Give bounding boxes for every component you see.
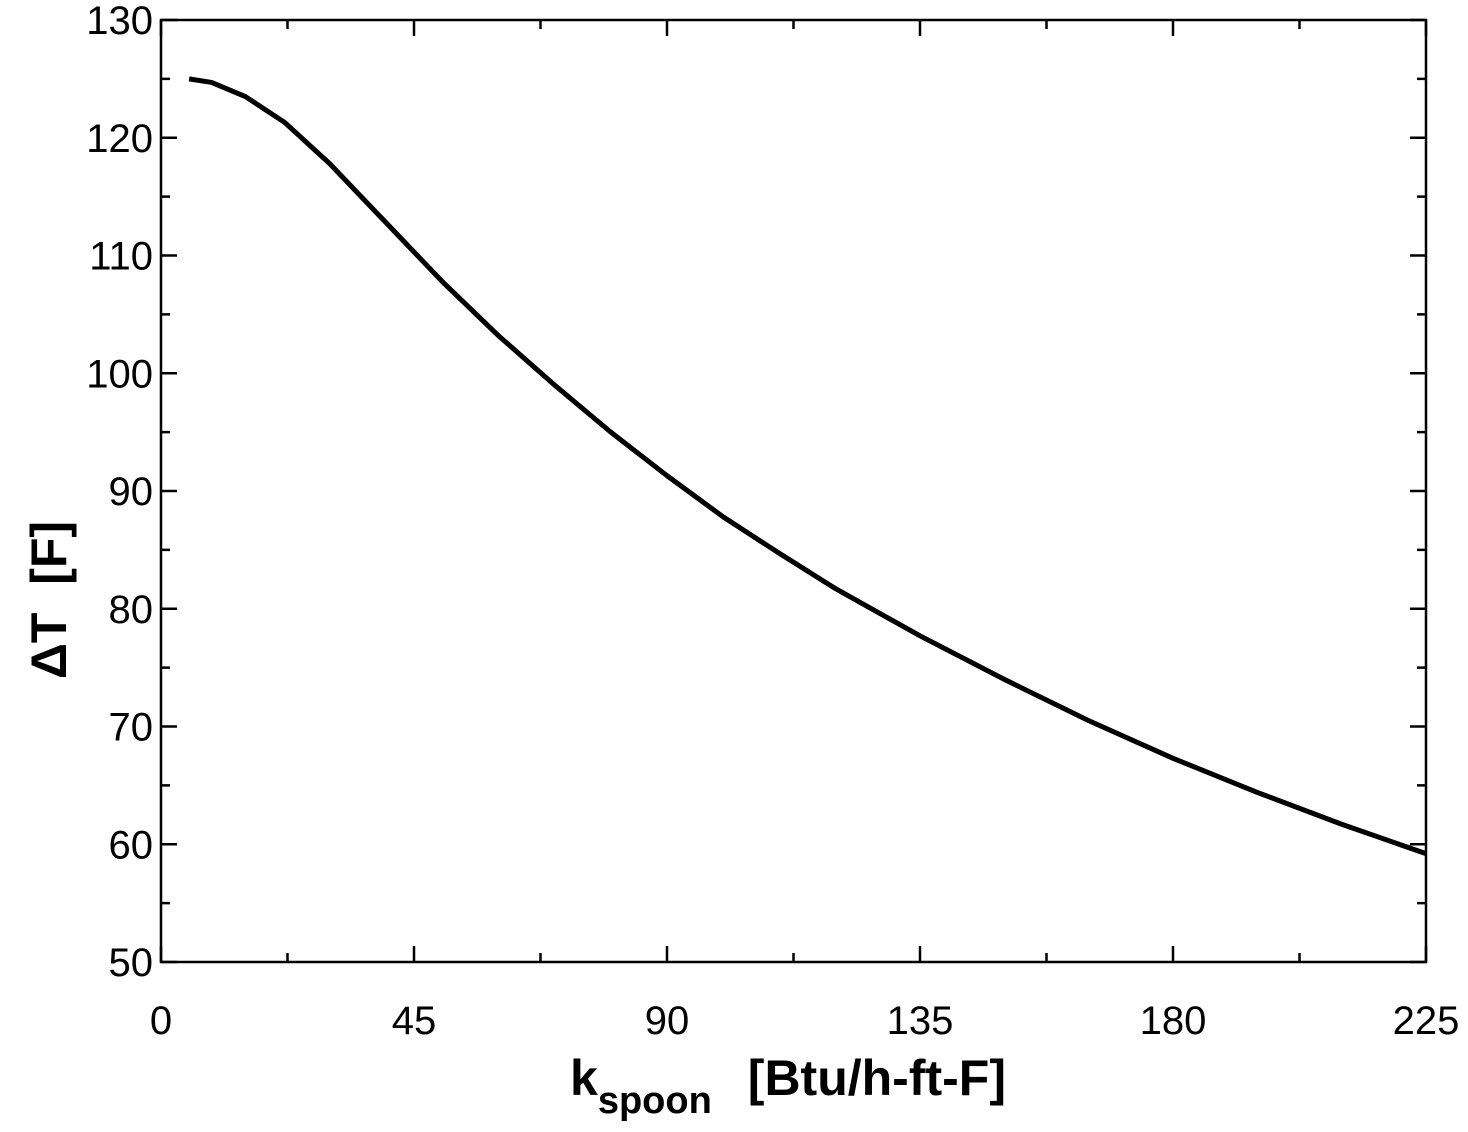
data-line xyxy=(188,76,1427,857)
y-tick-label: 100 xyxy=(86,352,153,396)
y-tick-label: 130 xyxy=(86,0,153,43)
y-tick-label: 70 xyxy=(109,706,154,750)
x-tick-label: 45 xyxy=(392,999,437,1043)
y-tick-label: 110 xyxy=(89,235,153,279)
x-tick-label: 0 xyxy=(150,999,172,1043)
y-tick-label: 50 xyxy=(109,941,154,985)
y-tick-label: 60 xyxy=(109,823,154,867)
x-label-main: k xyxy=(570,1050,598,1106)
x-tick-label: 225 xyxy=(1393,999,1460,1043)
y-tick-label: 80 xyxy=(109,588,154,632)
x-tick-label: 180 xyxy=(1140,999,1207,1043)
x-label-unit: [Btu/h-ft-F] xyxy=(748,1050,1006,1106)
y-tick-label: 90 xyxy=(109,470,154,514)
y-tick-label: 120 xyxy=(86,117,153,161)
x-tick-label: 135 xyxy=(887,999,954,1043)
x-label-sub: spoon xyxy=(598,1080,712,1122)
plot-frame xyxy=(159,18,1428,964)
x-tick-label: 90 xyxy=(645,999,690,1043)
y-axis-label: ΔT [F] xyxy=(21,521,77,679)
x-axis-label: kspoon [Btu/h-ft-F] xyxy=(570,1050,1006,1122)
